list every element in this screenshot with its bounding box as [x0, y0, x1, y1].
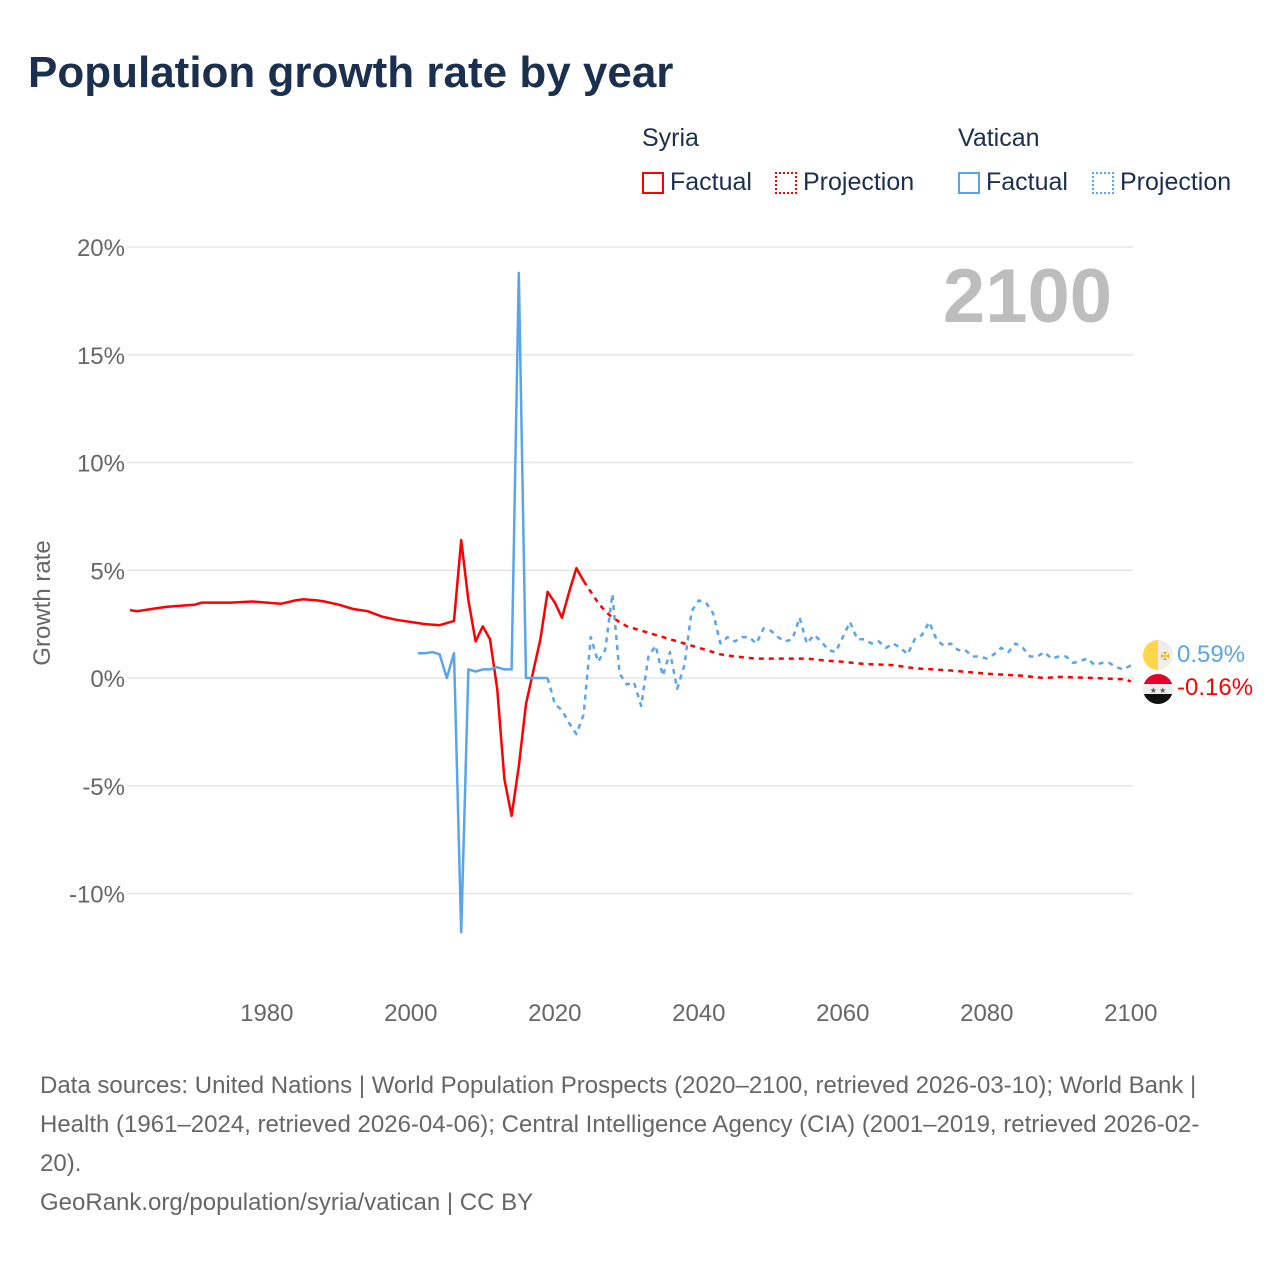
x-tick-label: 2060: [816, 1000, 869, 1027]
year-watermark: 2100: [943, 254, 1112, 339]
legend-label: Factual: [986, 168, 1068, 196]
credit-link[interactable]: GeoRank.org/population/syria/vatican | C…: [40, 1189, 534, 1216]
syria-end-value: -0.16%: [1177, 674, 1253, 701]
x-tick-label: 2040: [672, 1000, 725, 1027]
y-tick-label: 5%: [90, 558, 125, 585]
svg-text:★ ★: ★ ★: [1150, 686, 1167, 695]
y-tick-label: 20%: [77, 235, 125, 262]
data-sources: Data sources: United Nations | World Pop…: [40, 1072, 1200, 1177]
y-axis-label: Growth rate: [29, 540, 56, 665]
y-tick-label: -5%: [82, 774, 125, 801]
y-tick-label: 15%: [77, 343, 125, 370]
legend-label: Projection: [1120, 168, 1232, 196]
x-tick-label: 2080: [960, 1000, 1013, 1027]
vatican-flag-icon: ✠: [1143, 640, 1173, 670]
series-syria-factual: [129, 538, 585, 818]
page-title: Population growth rate by year: [28, 48, 674, 97]
legend-group-syria: Syria: [642, 124, 699, 152]
vatican-end-value: 0.59%: [1177, 641, 1245, 668]
y-tick-label: 10%: [77, 451, 125, 478]
legend-label: Projection: [803, 168, 915, 196]
syria-flag-icon: ★ ★: [1143, 674, 1173, 704]
legend-swatch: [1092, 171, 1114, 194]
legend-group-vatican: Vatican: [958, 124, 1040, 152]
legend-label: Factual: [670, 168, 752, 196]
x-tick-label: 1980: [240, 1000, 293, 1027]
legend-syria-factual[interactable]: Factual: [642, 168, 752, 197]
y-tick-label: -10%: [69, 882, 125, 909]
legend-vatican-factual[interactable]: Factual: [958, 168, 1068, 197]
legend-swatch: [642, 171, 664, 194]
y-tick-label: 0%: [90, 666, 125, 693]
x-tick-label: 2000: [384, 1000, 437, 1027]
legend-swatch: [775, 171, 797, 194]
series-vatican-projection: [546, 592, 1132, 736]
legend-swatch: [958, 171, 980, 194]
series-syria-projection: [582, 580, 1132, 683]
footer: Data sources: United Nations | World Pop…: [40, 1066, 1240, 1222]
svg-text:✠: ✠: [1160, 651, 1169, 663]
line-chart: 20% 15% 10% 5% 0% -5% -10% 1980 2000 2020 2040 2060…: [29, 235, 1253, 1027]
legend-vatican-projection[interactable]: Projection: [1092, 168, 1231, 197]
legend-syria-projection[interactable]: Projection: [775, 168, 914, 197]
x-tick-label: 2100: [1104, 1000, 1157, 1027]
series-vatican-factual: [418, 271, 548, 934]
x-tick-label: 2020: [528, 1000, 581, 1027]
